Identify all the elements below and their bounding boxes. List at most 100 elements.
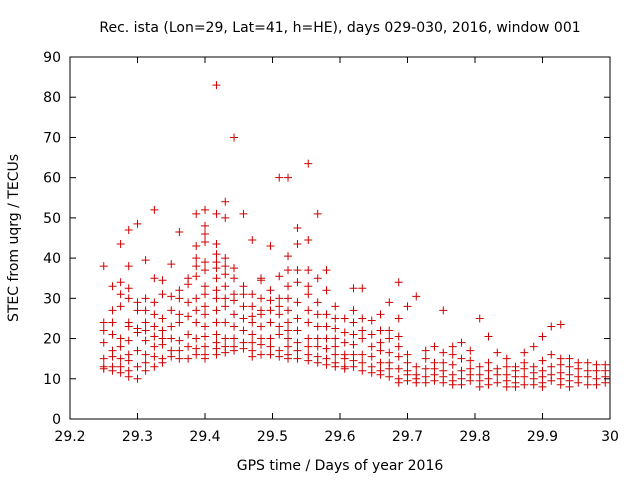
data-point — [367, 316, 376, 325]
data-point — [257, 294, 266, 303]
data-point — [167, 352, 176, 361]
data-point — [293, 354, 302, 363]
data-point — [221, 282, 230, 291]
data-point — [592, 366, 601, 375]
data-point — [99, 354, 108, 363]
data-point — [493, 348, 502, 357]
data-point — [175, 336, 184, 345]
data-point — [547, 362, 556, 371]
data-point — [421, 364, 430, 373]
data-point — [376, 346, 385, 355]
data-point — [313, 334, 322, 343]
data-point — [212, 81, 221, 90]
data-point — [284, 334, 293, 343]
x-tick-label: 29.2 — [54, 429, 85, 445]
data-point — [108, 352, 117, 361]
data-point — [201, 354, 209, 363]
data-point — [141, 336, 150, 345]
y-tick-label: 40 — [43, 251, 61, 267]
data-point — [141, 306, 150, 315]
data-point — [583, 358, 592, 367]
data-point — [221, 262, 230, 271]
data-point — [529, 342, 538, 351]
data-point — [133, 362, 142, 371]
data-point — [266, 350, 275, 359]
data-point — [230, 322, 239, 331]
data-point — [520, 364, 529, 373]
data-point — [394, 342, 403, 351]
data-point — [221, 294, 230, 303]
data-point — [565, 362, 574, 371]
data-point — [257, 276, 266, 285]
data-point — [275, 173, 284, 182]
data-point — [141, 294, 150, 303]
data-point — [141, 318, 150, 327]
data-point — [133, 219, 142, 228]
data-point — [124, 372, 133, 381]
data-point — [502, 382, 511, 391]
data-point — [158, 340, 167, 349]
data-point — [248, 236, 257, 245]
data-point — [192, 272, 201, 281]
y-tick-label: 90 — [43, 50, 61, 66]
data-point — [184, 312, 193, 321]
data-point — [150, 342, 159, 351]
data-point — [574, 378, 583, 387]
data-point — [349, 362, 358, 371]
data-point — [192, 294, 201, 303]
data-point — [556, 320, 565, 329]
data-point — [439, 378, 448, 387]
x-tick-label: 29.5 — [257, 429, 288, 445]
data-point — [322, 360, 331, 369]
data-point — [293, 266, 302, 275]
data-point — [376, 326, 385, 335]
data-point — [266, 318, 275, 327]
data-point — [502, 362, 511, 371]
data-point — [331, 350, 340, 359]
data-point — [367, 368, 376, 377]
data-point — [493, 378, 502, 387]
data-point — [475, 382, 484, 391]
data-point — [293, 240, 302, 249]
data-point — [167, 306, 176, 315]
data-point — [248, 352, 257, 361]
data-point — [340, 314, 349, 323]
data-point — [257, 350, 266, 359]
data-point — [257, 340, 266, 349]
data-point — [248, 330, 257, 339]
data-point — [239, 314, 248, 323]
data-point — [201, 342, 209, 351]
data-point — [284, 266, 293, 275]
data-point — [511, 382, 520, 391]
data-point — [331, 362, 340, 371]
data-point — [99, 326, 108, 335]
data-point — [248, 290, 257, 299]
data-point — [385, 348, 394, 357]
data-point — [239, 344, 248, 353]
axes: 29.2 29.3 29.4 29.5 29.6 29.7 29.8 29.9 30 0 10 20 3… — [43, 50, 619, 445]
data-point — [266, 342, 275, 351]
data-point — [376, 358, 385, 367]
data-point — [212, 286, 221, 295]
data-point — [184, 330, 193, 339]
data-point — [574, 364, 583, 373]
data-point — [331, 334, 340, 343]
data-point — [284, 173, 293, 182]
data-point — [358, 314, 367, 323]
data-point — [133, 328, 142, 337]
data-point — [192, 254, 201, 263]
data-point — [322, 310, 331, 319]
data-point — [439, 358, 448, 367]
data-point — [275, 330, 284, 339]
data-point — [275, 352, 284, 361]
data-point — [116, 354, 125, 363]
data-point — [293, 298, 302, 307]
data-point — [221, 213, 230, 222]
data-point — [520, 372, 529, 381]
data-point — [293, 338, 302, 347]
data-point — [175, 354, 184, 363]
data-point — [358, 358, 367, 367]
data-point — [403, 358, 412, 367]
data-point — [331, 302, 340, 311]
data-point — [266, 334, 275, 343]
